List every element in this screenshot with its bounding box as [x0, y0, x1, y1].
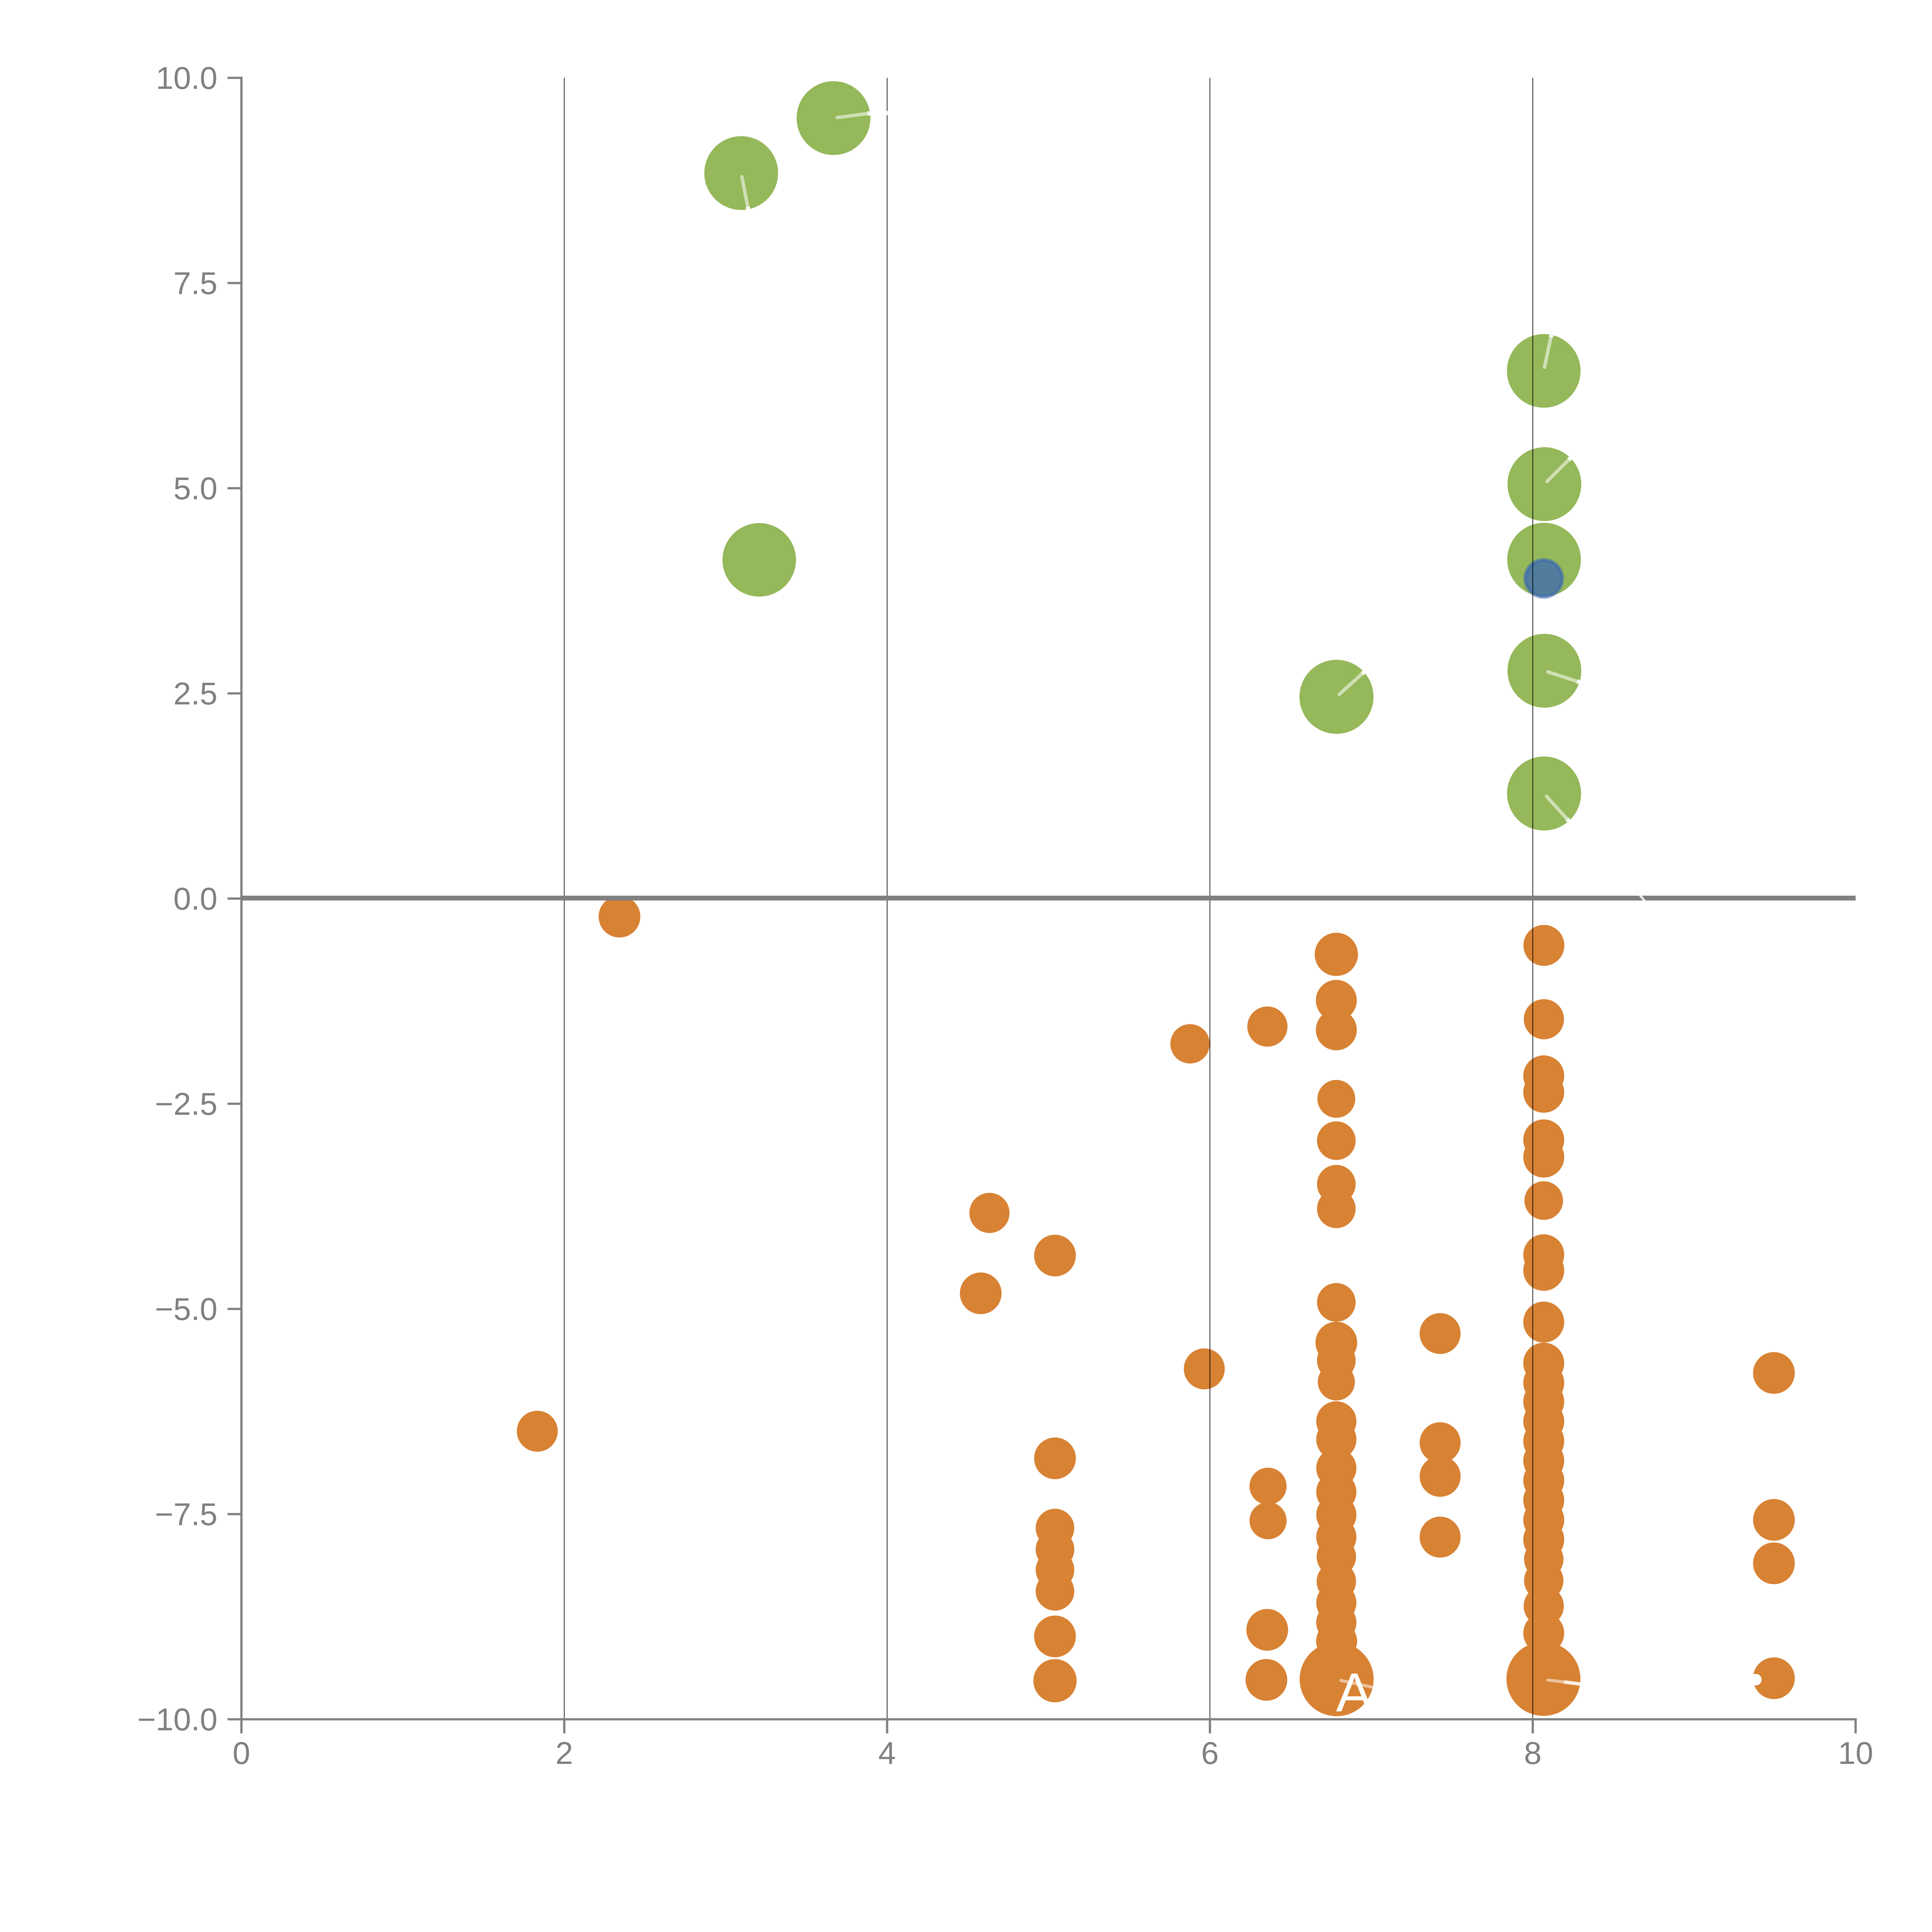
svg-text:A: A: [1336, 1662, 1373, 1723]
svg-text:6: 6: [1201, 1736, 1219, 1771]
svg-text:−5.0: −5.0: [155, 1292, 218, 1327]
svg-text:2.5: 2.5: [173, 676, 218, 711]
svg-text:2: 2: [555, 1736, 573, 1771]
svg-text:−10.0: −10.0: [137, 1702, 217, 1737]
svg-text:8: 8: [1524, 1736, 1542, 1771]
svg-text:5.0: 5.0: [173, 471, 218, 506]
svg-text:10: 10: [1838, 1736, 1873, 1771]
svg-text:7.5: 7.5: [173, 266, 218, 301]
svg-text:−2.5: −2.5: [155, 1087, 218, 1122]
svg-text:−7.5: −7.5: [155, 1497, 218, 1532]
svg-text:4: 4: [878, 1736, 896, 1771]
svg-text:0: 0: [233, 1736, 250, 1771]
svg-text:0.0: 0.0: [173, 881, 218, 917]
svg-text:10.0: 10.0: [156, 61, 218, 96]
